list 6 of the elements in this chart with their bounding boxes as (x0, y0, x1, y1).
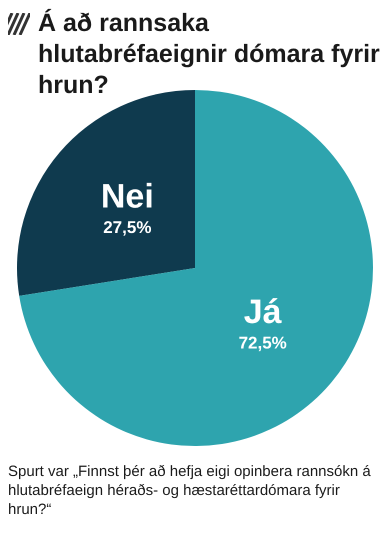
data-label: 27,5% (103, 218, 152, 237)
chart-title: Á að rannsaka hlutabréfaeignir dómara fyrir hrun? (38, 8, 381, 101)
slice-label: Nei (100, 178, 154, 216)
text: Spurt var „Finnst þér að hefja eigi opinbera rannsókn á hlutabréfaeign héraðs- og hæstaréttardómara fyrir hrun?“ (8, 462, 372, 519)
slice-label: Já (244, 293, 282, 332)
data-label: 72,5% (238, 333, 287, 352)
